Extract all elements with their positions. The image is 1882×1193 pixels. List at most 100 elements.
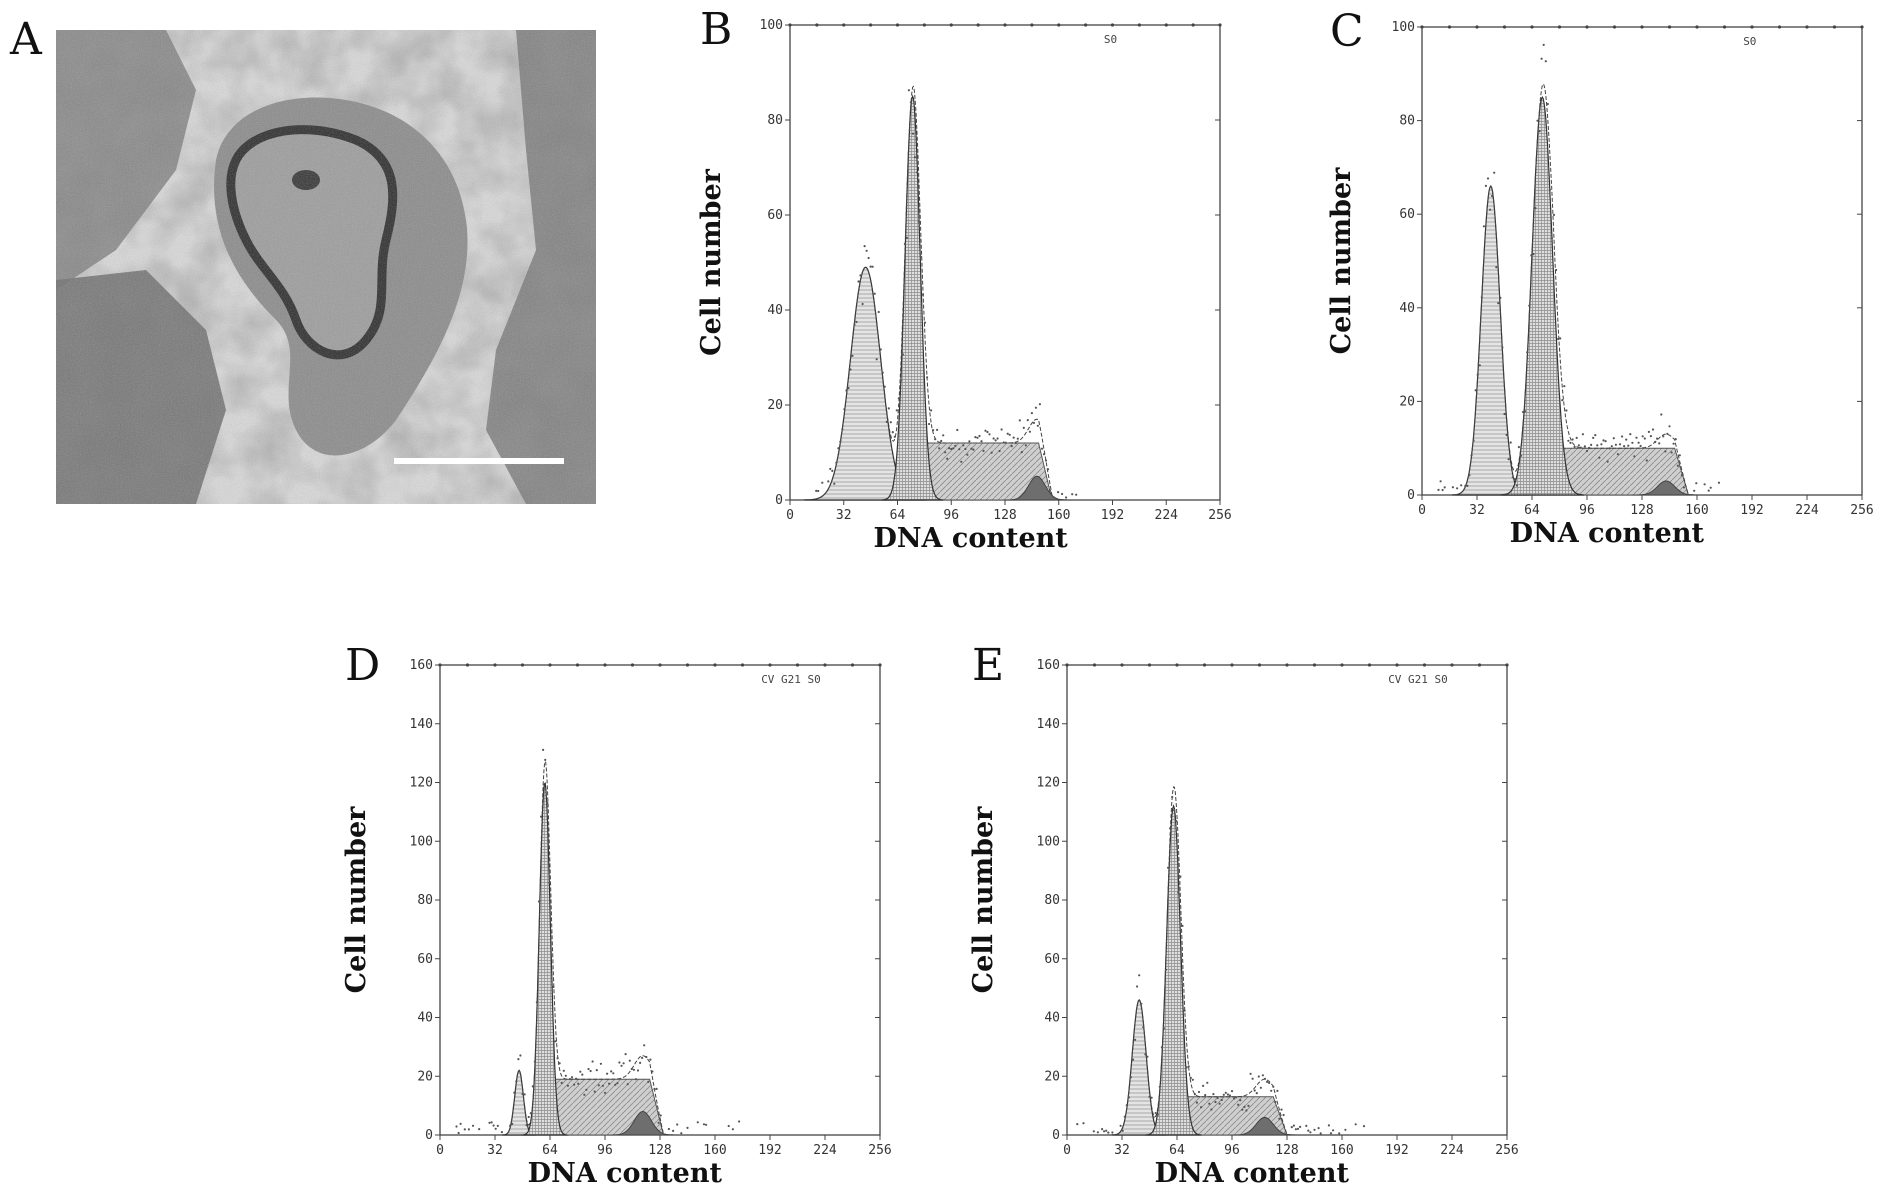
y-tick-label: 40 [417,1011,433,1026]
x-tick-label: 96 [1579,503,1595,518]
y-tick-label: 80 [767,113,783,128]
y-tick-label: 60 [1399,207,1415,222]
g2-peak [1145,804,1202,1136]
inset-label: CV G21 S0 [1388,673,1448,686]
panel-letter-a: A [10,14,42,65]
x-tick-label: 96 [943,508,959,523]
g2-peak [1500,96,1585,496]
y-tick-label: 60 [767,208,783,223]
y-tick-label: 100 [1392,20,1415,35]
inset-label: CV G21 S0 [761,673,821,686]
y-tick-label: 160 [1037,658,1060,673]
x-tick-label: 64 [542,1143,558,1158]
x-tick-label: 64 [890,508,906,523]
raw-data-points [1437,43,1721,492]
x-tick-label: 256 [868,1143,891,1158]
y-tick-label: 160 [410,658,433,673]
x-tick-label: 128 [648,1143,671,1158]
x-tick-label: 128 [1275,1143,1298,1158]
x-tick-label: 128 [993,508,1016,523]
histogram-b: 0 32 64 96 128 160 192 224 256 0 20 40 60 80 100 S0 DNA … [696,0,1260,570]
x-tick-label: 160 [703,1143,726,1158]
panel-letter-c: C [1330,6,1364,57]
y-tick-label: 120 [410,776,433,791]
y-tick-label: 0 [775,493,783,508]
y-tick-label: 80 [1044,893,1060,908]
panel-letter-b: B [700,4,733,55]
g2-peak [521,781,569,1136]
fit-curve [1073,786,1507,1136]
y-tick-label: 20 [1044,1069,1060,1084]
fit-curve [1428,83,1862,496]
x-axis-label: DNA content [1155,1158,1350,1189]
y-tick-label: 0 [1407,488,1415,503]
y-tick-label: 20 [417,1069,433,1084]
y-tick-label: 120 [1037,776,1060,791]
micrograph-image [56,30,596,504]
fit-curve [796,85,1220,501]
y-tick-label: 0 [1052,1128,1060,1143]
y-tick-label: 40 [767,303,783,318]
plot-frame [439,664,881,1136]
x-tick-label: 64 [1169,1143,1185,1158]
x-tick-label: 192 [1740,503,1763,518]
x-tick-label: 224 [1795,503,1819,518]
y-tick-label: 80 [417,893,433,908]
y-tick-label: 80 [1399,114,1415,129]
x-tick-label: 224 [813,1143,837,1158]
y-tick-label: 60 [1044,952,1060,967]
raw-data-points [815,89,1078,499]
y-tick-label: 0 [425,1128,433,1143]
x-tick-label: 0 [1418,503,1426,518]
x-tick-label: 160 [1047,508,1070,523]
y-tick-label: 40 [1399,301,1415,316]
g1-peak [1452,185,1530,496]
x-tick-label: 192 [1385,1143,1408,1158]
x-tick-label: 160 [1685,503,1708,518]
y-axis-label: Cell number [1326,167,1357,354]
inset-label: S0 [1104,33,1117,46]
raw-data-points [1076,795,1366,1135]
y-tick-label: 140 [1037,717,1060,732]
x-tick-label: 160 [1330,1143,1353,1158]
x-tick-label: 224 [1155,508,1179,523]
x-axis-label: DNA content [1510,518,1705,549]
y-tick-label: 60 [417,952,433,967]
x-tick-label: 96 [1224,1143,1240,1158]
x-tick-label: 192 [758,1143,781,1158]
x-tick-label: 0 [436,1143,444,1158]
y-axis-label: Cell number [968,806,999,993]
x-tick-label: 64 [1524,503,1540,518]
inset-label: S0 [1743,35,1756,48]
g2-peak [881,94,944,501]
x-axis-label: DNA content [873,523,1068,554]
y-tick-label: 100 [760,18,783,33]
y-tick-label: 20 [1399,394,1415,409]
x-tick-label: 96 [597,1143,613,1158]
x-tick-label: 32 [487,1143,503,1158]
histogram-e: 0 32 64 96 128 160 192 224 256 0 20 40 60 80 100 120 140… [968,635,1532,1190]
x-tick-label: 256 [1850,503,1873,518]
x-tick-label: 256 [1495,1143,1518,1158]
x-tick-label: 32 [1469,503,1485,518]
x-tick-label: 32 [836,508,852,523]
fit-curve [446,760,880,1136]
x-tick-label: 0 [1063,1143,1071,1158]
y-axis-label: Cell number [696,168,727,355]
x-tick-label: 32 [1114,1143,1130,1158]
x-tick-label: 192 [1101,508,1124,523]
y-tick-label: 140 [410,717,433,732]
x-tick-label: 0 [786,508,794,523]
raw-data-points [455,748,741,1135]
y-tick-label: 100 [1037,834,1060,849]
panel-letter-e: E [972,640,1005,691]
x-tick-label: 224 [1440,1143,1464,1158]
panel-letter-d: D [345,640,381,691]
y-tick-label: 40 [1044,1011,1060,1026]
histogram-c: 0 32 64 96 128 160 192 224 256 0 20 40 60 80 100 S0 DNA … [1326,0,1882,570]
y-tick-label: 100 [410,834,433,849]
x-tick-label: 256 [1208,508,1231,523]
histogram-d: 0 32 64 96 128 160 192 224 256 0 20 40 60 80 100 120 140… [341,635,905,1190]
x-axis-label: DNA content [528,1158,723,1189]
y-axis-label: Cell number [341,806,372,993]
